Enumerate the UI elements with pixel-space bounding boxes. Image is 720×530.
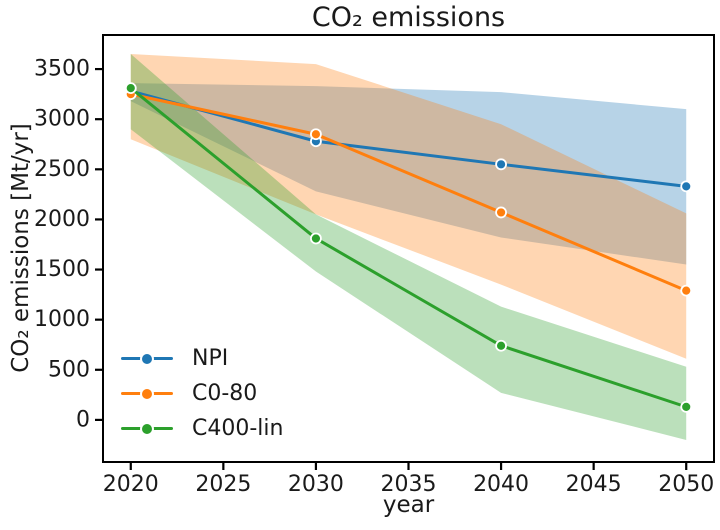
legend-marker-icon bbox=[140, 421, 154, 436]
data-point-NPI-2050 bbox=[680, 180, 693, 193]
legend-label: NPI bbox=[192, 346, 229, 371]
y-tick-label: 3500 bbox=[34, 57, 90, 82]
data-point-C400-lin-2030 bbox=[310, 232, 322, 245]
y-tick-label: 1000 bbox=[34, 307, 90, 332]
y-tick-label: 3000 bbox=[34, 107, 90, 132]
legend-line-sample bbox=[121, 386, 173, 401]
y-tick-label: 2000 bbox=[34, 207, 90, 232]
legend-marker-icon bbox=[140, 386, 154, 401]
x-tick-label: 2025 bbox=[195, 472, 251, 497]
legend-item-c400-lin: C400-lin bbox=[121, 411, 283, 446]
series-line-C0-80 bbox=[130, 92, 687, 292]
x-tick-label: 2030 bbox=[288, 472, 344, 497]
y-tick-label: 0 bbox=[76, 407, 90, 432]
legend-item-c0-80: C0-80 bbox=[121, 376, 283, 411]
legend-marker-icon bbox=[140, 351, 154, 366]
data-point-C0-80-2030 bbox=[310, 128, 322, 141]
data-point-C400-lin-2050 bbox=[680, 400, 693, 413]
y-tick-label: 2500 bbox=[34, 157, 90, 182]
legend-line-sample bbox=[121, 351, 173, 366]
legend-label: C400-lin bbox=[192, 416, 284, 441]
y-axis-label: CO₂ emissions [Mt/yr] bbox=[8, 123, 34, 373]
x-tick-label: 2045 bbox=[566, 472, 622, 497]
chart-title: CO₂ emissions bbox=[311, 2, 506, 33]
legend: NPI C0-80 C400-lin bbox=[121, 341, 283, 446]
uncertainty-band-C400-lin bbox=[130, 54, 687, 440]
data-point-C0-80-2050 bbox=[680, 284, 693, 297]
series-line-C400-lin bbox=[129, 86, 687, 409]
y-tick-label: 1500 bbox=[34, 257, 90, 282]
legend-line-sample bbox=[121, 421, 173, 436]
legend-item-npi: NPI bbox=[121, 341, 283, 376]
data-point-NPI-2040 bbox=[495, 158, 507, 171]
data-point-C400-lin-2040 bbox=[495, 339, 507, 352]
x-tick-label: 2020 bbox=[103, 472, 159, 497]
x-tick-label: 2050 bbox=[658, 472, 714, 497]
x-axis-label: year bbox=[382, 492, 435, 518]
legend-label: C0-80 bbox=[192, 381, 258, 406]
axes-spines bbox=[102, 34, 715, 463]
y-tick-label: 500 bbox=[48, 357, 90, 382]
data-point-C400-lin-2020 bbox=[124, 82, 137, 95]
data-point-C0-80-2040 bbox=[495, 206, 507, 219]
x-tick-label: 2040 bbox=[473, 472, 529, 497]
x-tick-label: 2035 bbox=[381, 472, 437, 497]
series-line-NPI bbox=[130, 89, 687, 188]
